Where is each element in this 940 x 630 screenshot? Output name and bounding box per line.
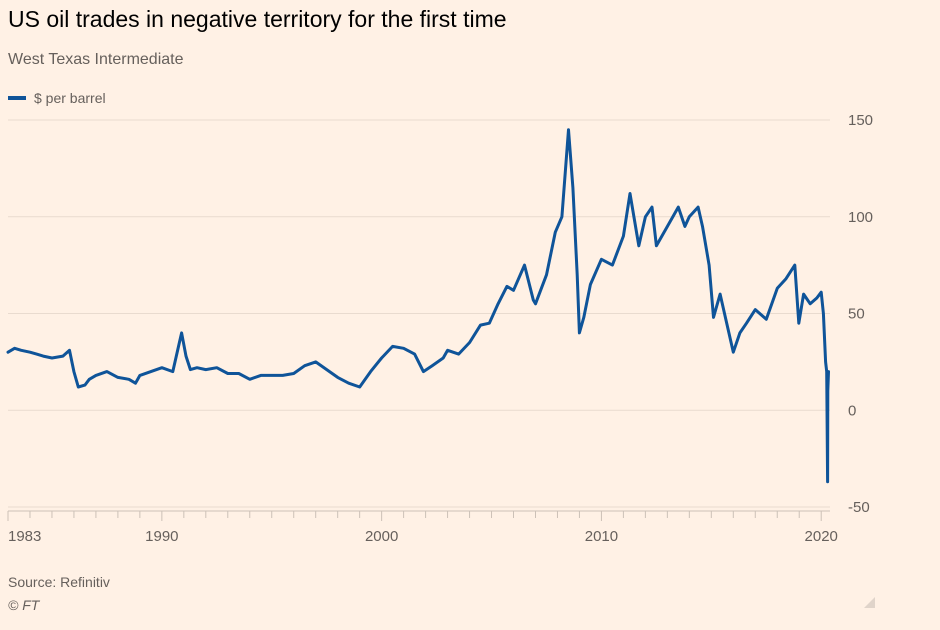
x-tick-label: 2020 <box>805 528 838 545</box>
x-tick-label: 2000 <box>365 528 398 545</box>
legend: $ per barrel <box>8 90 106 106</box>
resize-handle-icon <box>864 597 875 608</box>
x-tick-label: 1983 <box>8 528 41 545</box>
y-tick-label: 100 <box>848 209 873 226</box>
legend-label: $ per barrel <box>34 90 106 106</box>
copyright-note: © FT <box>8 597 40 613</box>
legend-swatch <box>8 96 26 100</box>
series-line <box>6 128 830 484</box>
source-note: Source: Refinitiv <box>8 574 110 590</box>
chart-title: US oil trades in negative territory for … <box>8 6 507 32</box>
x-tick-label: 1990 <box>145 528 178 545</box>
chart-subtitle: West Texas Intermediate <box>8 51 184 68</box>
y-tick-label: 50 <box>848 306 865 323</box>
y-tick-label: 0 <box>848 402 856 419</box>
y-tick-label: -50 <box>848 499 870 516</box>
x-tick-label: 2010 <box>585 528 618 545</box>
y-tick-label: 150 <box>848 112 873 129</box>
